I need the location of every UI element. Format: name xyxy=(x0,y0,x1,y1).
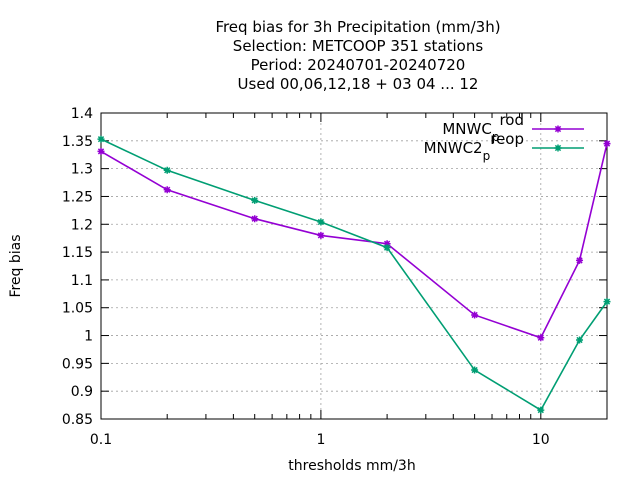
data-point-marker xyxy=(317,218,325,226)
data-point-marker xyxy=(603,298,611,306)
data-series xyxy=(97,135,611,414)
series-1 xyxy=(97,140,611,342)
chart-title: Freq bias for 3h Precipitation (mm/3h) S… xyxy=(215,18,500,93)
y-tick-label: 0.95 xyxy=(62,356,93,372)
series-line xyxy=(100,143,608,339)
data-point-marker xyxy=(163,166,171,174)
y-tick-label: 1 xyxy=(84,329,93,345)
legend-label: MNWC2preop xyxy=(424,130,524,163)
title-line-4: Used 00,06,12,18 + 03 04 ... 12 xyxy=(238,75,479,93)
tick-labels: 0.85 0.9 0.95 1 1.05 1.1 1.15 1.2 1.25 1.3 1.35 1.4… xyxy=(62,106,550,448)
series-2 xyxy=(97,135,611,414)
data-point-marker xyxy=(554,125,562,133)
title-line-2: Selection: METCOOP 351 stations xyxy=(233,37,484,55)
data-point-marker xyxy=(576,256,584,264)
data-point-marker xyxy=(251,196,259,204)
axis-ticks xyxy=(100,112,608,420)
x-tick-label: 1 xyxy=(316,432,325,448)
x-tick-label: 0.1 xyxy=(90,432,112,448)
data-point-marker xyxy=(471,311,479,319)
title-line-3: Period: 20240701-20240720 xyxy=(251,56,466,74)
y-tick-label: 1.25 xyxy=(62,189,93,205)
series-line xyxy=(100,138,608,412)
y-tick-label: 1.35 xyxy=(62,134,93,150)
data-point-marker xyxy=(97,147,105,155)
data-point-marker xyxy=(163,186,171,194)
data-point-marker xyxy=(537,334,545,342)
title-line-1: Freq bias for 3h Precipitation (mm/3h) xyxy=(215,18,500,36)
data-point-marker xyxy=(251,215,259,223)
data-point-marker xyxy=(554,144,562,152)
data-point-marker xyxy=(317,231,325,239)
data-point-marker xyxy=(537,406,545,414)
data-point-marker xyxy=(471,366,479,374)
y-axis-label: Freq bias xyxy=(8,234,24,297)
y-tick-label: 0.9 xyxy=(71,384,93,400)
data-point-marker xyxy=(576,336,584,344)
y-tick-label: 1.1 xyxy=(71,273,93,289)
plot-frame xyxy=(100,112,608,420)
data-point-marker xyxy=(383,240,391,248)
data-point-marker xyxy=(603,140,611,148)
y-tick-label: 0.85 xyxy=(62,412,93,428)
grid xyxy=(101,113,607,419)
data-point-marker xyxy=(383,244,391,252)
y-tick-label: 1.4 xyxy=(71,106,93,122)
y-tick-label: 1.3 xyxy=(71,162,93,178)
y-tick-label: 1.05 xyxy=(62,301,93,317)
legend-label: MNWCprod xyxy=(442,111,524,144)
y-tick-label: 1.15 xyxy=(62,245,93,261)
data-point-marker xyxy=(97,135,105,143)
x-axis-label: thresholds mm/3h xyxy=(288,458,415,474)
y-tick-label: 1.2 xyxy=(71,217,93,233)
x-tick-label: 10 xyxy=(532,432,550,448)
